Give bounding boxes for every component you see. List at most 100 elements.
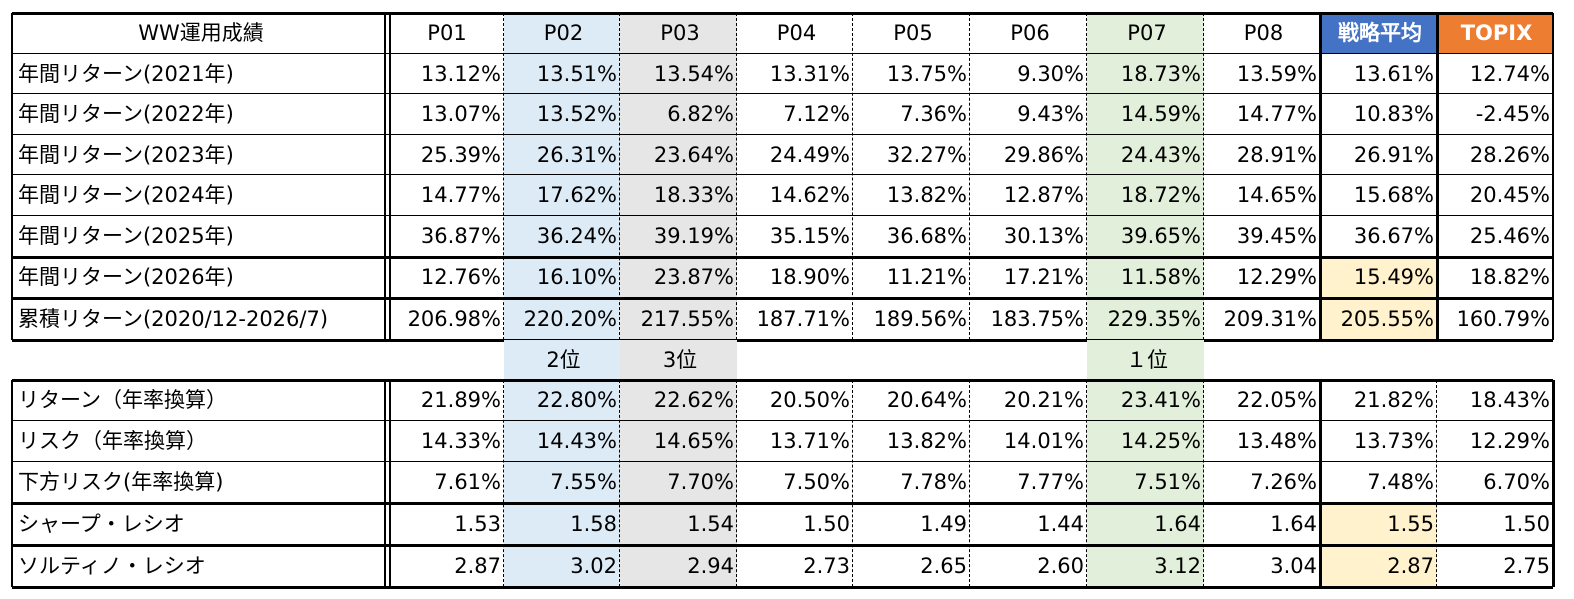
header-cell: TOPIX — [1437, 13, 1553, 54]
value-cell: 13.73% — [1353, 429, 1434, 453]
rank-cell: １位 — [1087, 340, 1204, 380]
value-cell: 17.62% — [504, 175, 620, 216]
row-label: シャープ・レシオ — [18, 512, 185, 536]
value-cell: 1.49 — [920, 512, 967, 536]
value-cell: 18.90% — [769, 265, 850, 289]
h-line — [12, 215, 1553, 217]
h-line — [12, 501, 1553, 505]
value-cell: 10.83% — [1353, 102, 1434, 126]
header-cell: P06 — [1010, 21, 1050, 45]
header-cell: P05 — [893, 21, 933, 45]
row-label: 年間リターン(2026年) — [18, 265, 234, 289]
value-cell: 18.43% — [1469, 388, 1550, 412]
value-cell: 12.74% — [1469, 62, 1550, 86]
v-line — [11, 380, 13, 587]
value-cell: 7.51% — [1087, 462, 1204, 503]
value-cell: 14.01% — [1003, 429, 1084, 453]
value-cell: 36.24% — [504, 216, 620, 257]
value-cell: 18.73% — [1087, 54, 1204, 94]
value-cell: 2.75 — [1503, 554, 1550, 578]
value-cell: 7.26% — [1250, 470, 1317, 494]
value-cell: 2.87 — [1320, 545, 1437, 587]
h-line — [12, 296, 1553, 300]
value-cell: 36.67% — [1353, 224, 1434, 248]
row-label: リスク（年率換算） — [18, 429, 207, 453]
value-cell: 13.48% — [1236, 429, 1317, 453]
value-cell: 229.35% — [1087, 298, 1204, 340]
value-cell: 12.87% — [1003, 183, 1084, 207]
h-line — [12, 255, 1553, 259]
v-line — [852, 13, 854, 340]
row-label: ソルティノ・レシオ — [18, 554, 206, 578]
v-line — [1203, 13, 1205, 340]
value-cell: 13.12% — [420, 62, 501, 86]
value-cell: 13.07% — [420, 102, 501, 126]
value-cell: 13.51% — [504, 54, 620, 94]
v-line — [1203, 380, 1205, 587]
value-cell: 189.56% — [873, 307, 967, 331]
value-cell: 14.25% — [1087, 421, 1204, 462]
value-cell: 11.58% — [1087, 257, 1204, 298]
value-cell: 1.50 — [1503, 512, 1550, 536]
value-cell: 209.31% — [1223, 307, 1317, 331]
h-line — [12, 93, 1553, 95]
value-cell: 7.36% — [900, 102, 967, 126]
value-cell: 13.54% — [620, 54, 737, 94]
v-line — [503, 380, 505, 587]
h-line — [12, 134, 1553, 136]
value-cell: 39.65% — [1087, 216, 1204, 257]
v-line — [1435, 13, 1439, 340]
value-cell: 20.64% — [886, 388, 967, 412]
rank-cell: 3位 — [620, 340, 737, 380]
value-cell: 206.98% — [407, 307, 501, 331]
v-line — [736, 380, 738, 587]
value-cell: 24.43% — [1087, 135, 1204, 175]
h-line — [12, 585, 1553, 589]
value-cell: 21.82% — [1353, 388, 1434, 412]
v-line — [389, 380, 391, 587]
value-cell: 21.89% — [420, 388, 501, 412]
value-cell: 9.30% — [1017, 62, 1084, 86]
value-cell: 14.65% — [620, 421, 737, 462]
value-cell: 14.43% — [504, 421, 620, 462]
value-cell: 1.53 — [454, 512, 501, 536]
value-cell: 18.72% — [1087, 175, 1204, 216]
value-cell: 7.70% — [620, 462, 737, 503]
value-cell: 9.43% — [1017, 102, 1084, 126]
value-cell: 35.15% — [769, 224, 850, 248]
value-cell: 14.59% — [1087, 94, 1204, 135]
row-label: 年間リターン(2025年) — [18, 224, 234, 248]
value-cell: 3.12 — [1087, 545, 1204, 587]
header-cell: P04 — [776, 21, 817, 45]
value-cell: 28.91% — [1236, 143, 1317, 167]
header-cell: P07 — [1087, 13, 1204, 54]
h-line — [12, 174, 1553, 176]
h-line — [12, 338, 1553, 342]
value-cell: 2.73 — [803, 554, 850, 578]
header-cell: 戦略平均 — [1320, 13, 1437, 54]
value-cell: 7.48% — [1367, 470, 1434, 494]
value-cell: 14.33% — [420, 429, 501, 453]
value-cell: 7.50% — [783, 470, 850, 494]
h-line — [12, 543, 1553, 547]
value-cell: 187.71% — [756, 307, 850, 331]
value-cell: 15.68% — [1353, 183, 1434, 207]
h-line — [12, 11, 1553, 15]
value-cell: 3.02 — [504, 545, 620, 587]
v-line — [1318, 13, 1322, 340]
header-cell: P02 — [504, 13, 620, 54]
value-cell: 36.68% — [886, 224, 967, 248]
rank-cell: 2位 — [504, 340, 620, 380]
row-label: 年間リターン(2024年) — [18, 183, 234, 207]
value-cell: 1.64 — [1270, 512, 1317, 536]
value-cell: 160.79% — [1456, 307, 1550, 331]
value-cell: 13.31% — [769, 62, 850, 86]
v-line — [619, 13, 621, 340]
h-line — [12, 461, 1553, 463]
value-cell: 6.70% — [1483, 470, 1550, 494]
value-cell: 20.45% — [1469, 183, 1550, 207]
value-cell: 14.62% — [769, 183, 850, 207]
row-label: 年間リターン(2022年) — [18, 102, 234, 126]
v-line — [969, 380, 971, 587]
v-line — [1086, 13, 1088, 340]
